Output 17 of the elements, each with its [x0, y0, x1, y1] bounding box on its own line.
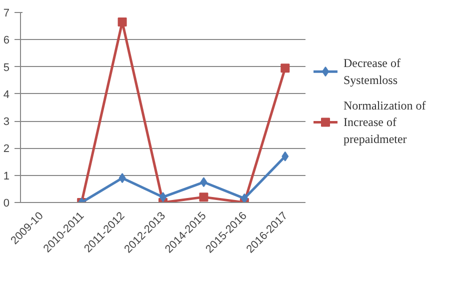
point — [282, 151, 289, 162]
y-tick-label: 4 — [3, 88, 10, 101]
y-tick-label: 0 — [3, 198, 10, 210]
point — [240, 193, 248, 202]
y-tick-label: 3 — [3, 116, 10, 128]
legend-label: Decrease of Systemloss — [344, 56, 400, 87]
point — [118, 173, 126, 184]
point — [280, 64, 290, 73]
point — [118, 18, 127, 26]
point — [200, 177, 208, 188]
y-tick-label: 1 — [3, 170, 10, 182]
y-tick-label: 6 — [3, 34, 10, 47]
point — [199, 192, 208, 202]
y-tick-label: 2 — [3, 143, 10, 156]
legend-label: Normalization of Increase of prepaidmeter — [344, 98, 426, 146]
y-tick-label: 7 — [3, 8, 10, 20]
y-tick-label: 5 — [3, 62, 10, 74]
